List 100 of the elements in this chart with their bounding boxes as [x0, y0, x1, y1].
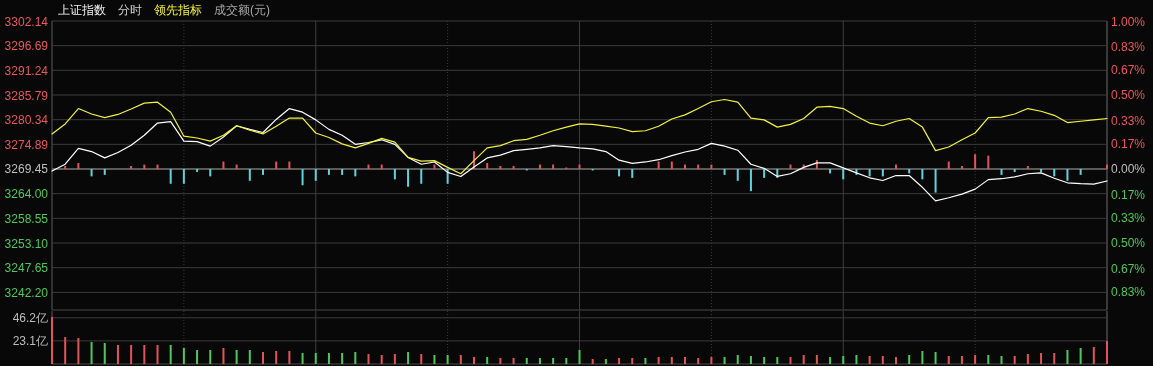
y2-tick-label: 0.17% [1111, 137, 1146, 152]
bar [578, 350, 581, 364]
y-tick-label: 3302.14 [4, 14, 49, 29]
bar [222, 161, 225, 169]
y2-tick-label: 0.50% [1111, 236, 1146, 251]
bar [1040, 353, 1043, 364]
bar [670, 357, 673, 364]
bar [1053, 168, 1056, 177]
bar [209, 168, 212, 177]
bar [842, 168, 845, 180]
y2-tick-label: 0.67% [1111, 261, 1146, 276]
bar [763, 357, 766, 364]
y-tick-label: 46.2亿 [12, 311, 48, 326]
chart-subtitle: 分时 [118, 3, 142, 17]
bar [802, 355, 805, 364]
bar [499, 358, 502, 364]
bar [301, 353, 304, 364]
bar [1106, 341, 1108, 364]
bar [169, 168, 172, 184]
y2-tick-label: 0.83% [1111, 39, 1146, 54]
bar [393, 354, 396, 364]
bar [1026, 354, 1029, 364]
bar [908, 355, 911, 364]
y2-tick-label: 0.33% [1111, 113, 1146, 128]
bar [354, 168, 357, 177]
y-tick-label: 3247.65 [4, 261, 49, 276]
bar [723, 168, 726, 175]
bar [618, 358, 621, 364]
bar [525, 358, 528, 364]
bar [103, 343, 106, 364]
y-tick-label: 3291.24 [4, 63, 49, 78]
bar [631, 168, 634, 178]
y-tick-label: 3253.10 [4, 236, 49, 251]
bar [1013, 168, 1016, 172]
bar [341, 168, 344, 175]
bar [143, 345, 146, 364]
bar [156, 345, 159, 364]
y-tick-label: 23.1亿 [12, 334, 48, 349]
y2-tick-label: 0.50% [1111, 88, 1146, 103]
bar [1013, 356, 1016, 364]
y-tick-label: 3264.00 [4, 187, 49, 202]
bar [868, 356, 871, 364]
bar [895, 357, 897, 364]
bar [64, 166, 67, 169]
bar [815, 355, 818, 364]
bar [604, 359, 607, 364]
bar [275, 161, 278, 169]
bar [499, 166, 502, 169]
bar [881, 168, 884, 177]
bar [736, 355, 739, 364]
bar [947, 161, 950, 169]
y2-tick-label: 0.17% [1111, 187, 1146, 202]
bar [486, 163, 489, 169]
bar [288, 351, 291, 364]
bar [947, 356, 950, 364]
chart-title: 上证指数 [58, 3, 106, 17]
bar [974, 355, 977, 364]
bar [327, 353, 330, 364]
bar [77, 338, 80, 364]
bar [486, 357, 489, 364]
bar [749, 356, 752, 364]
bar [921, 351, 924, 364]
bar [393, 168, 396, 180]
y-tick-label: 3285.79 [4, 88, 49, 103]
bar [960, 166, 963, 169]
bar [182, 168, 185, 184]
y-tick-label: 3269.45 [4, 162, 49, 177]
bar [987, 155, 990, 169]
bar [644, 358, 647, 364]
bar [77, 163, 80, 169]
bar [420, 354, 423, 364]
bar [262, 352, 264, 364]
bar [235, 350, 238, 364]
bar [420, 168, 423, 184]
bar [1066, 350, 1069, 364]
y-tick-label: 3258.55 [4, 211, 49, 226]
bar [657, 357, 660, 364]
bar [367, 354, 370, 364]
line-series [51, 107, 1108, 202]
bar [222, 348, 225, 364]
bar [763, 168, 766, 178]
bar [1079, 168, 1082, 175]
bar [512, 166, 515, 169]
bar [618, 168, 621, 177]
bar [670, 161, 673, 169]
bar [868, 168, 871, 177]
bar [749, 168, 752, 192]
bar [921, 168, 924, 180]
bar [697, 358, 700, 364]
bar [776, 357, 779, 364]
bar [90, 342, 93, 364]
bar [116, 345, 119, 364]
bar [657, 161, 660, 169]
bar [275, 351, 278, 364]
bar [710, 357, 713, 364]
bar [1000, 356, 1003, 364]
bar [974, 154, 977, 169]
bar [934, 352, 937, 364]
text: 成交额(元) [214, 3, 270, 17]
bar [987, 355, 990, 364]
